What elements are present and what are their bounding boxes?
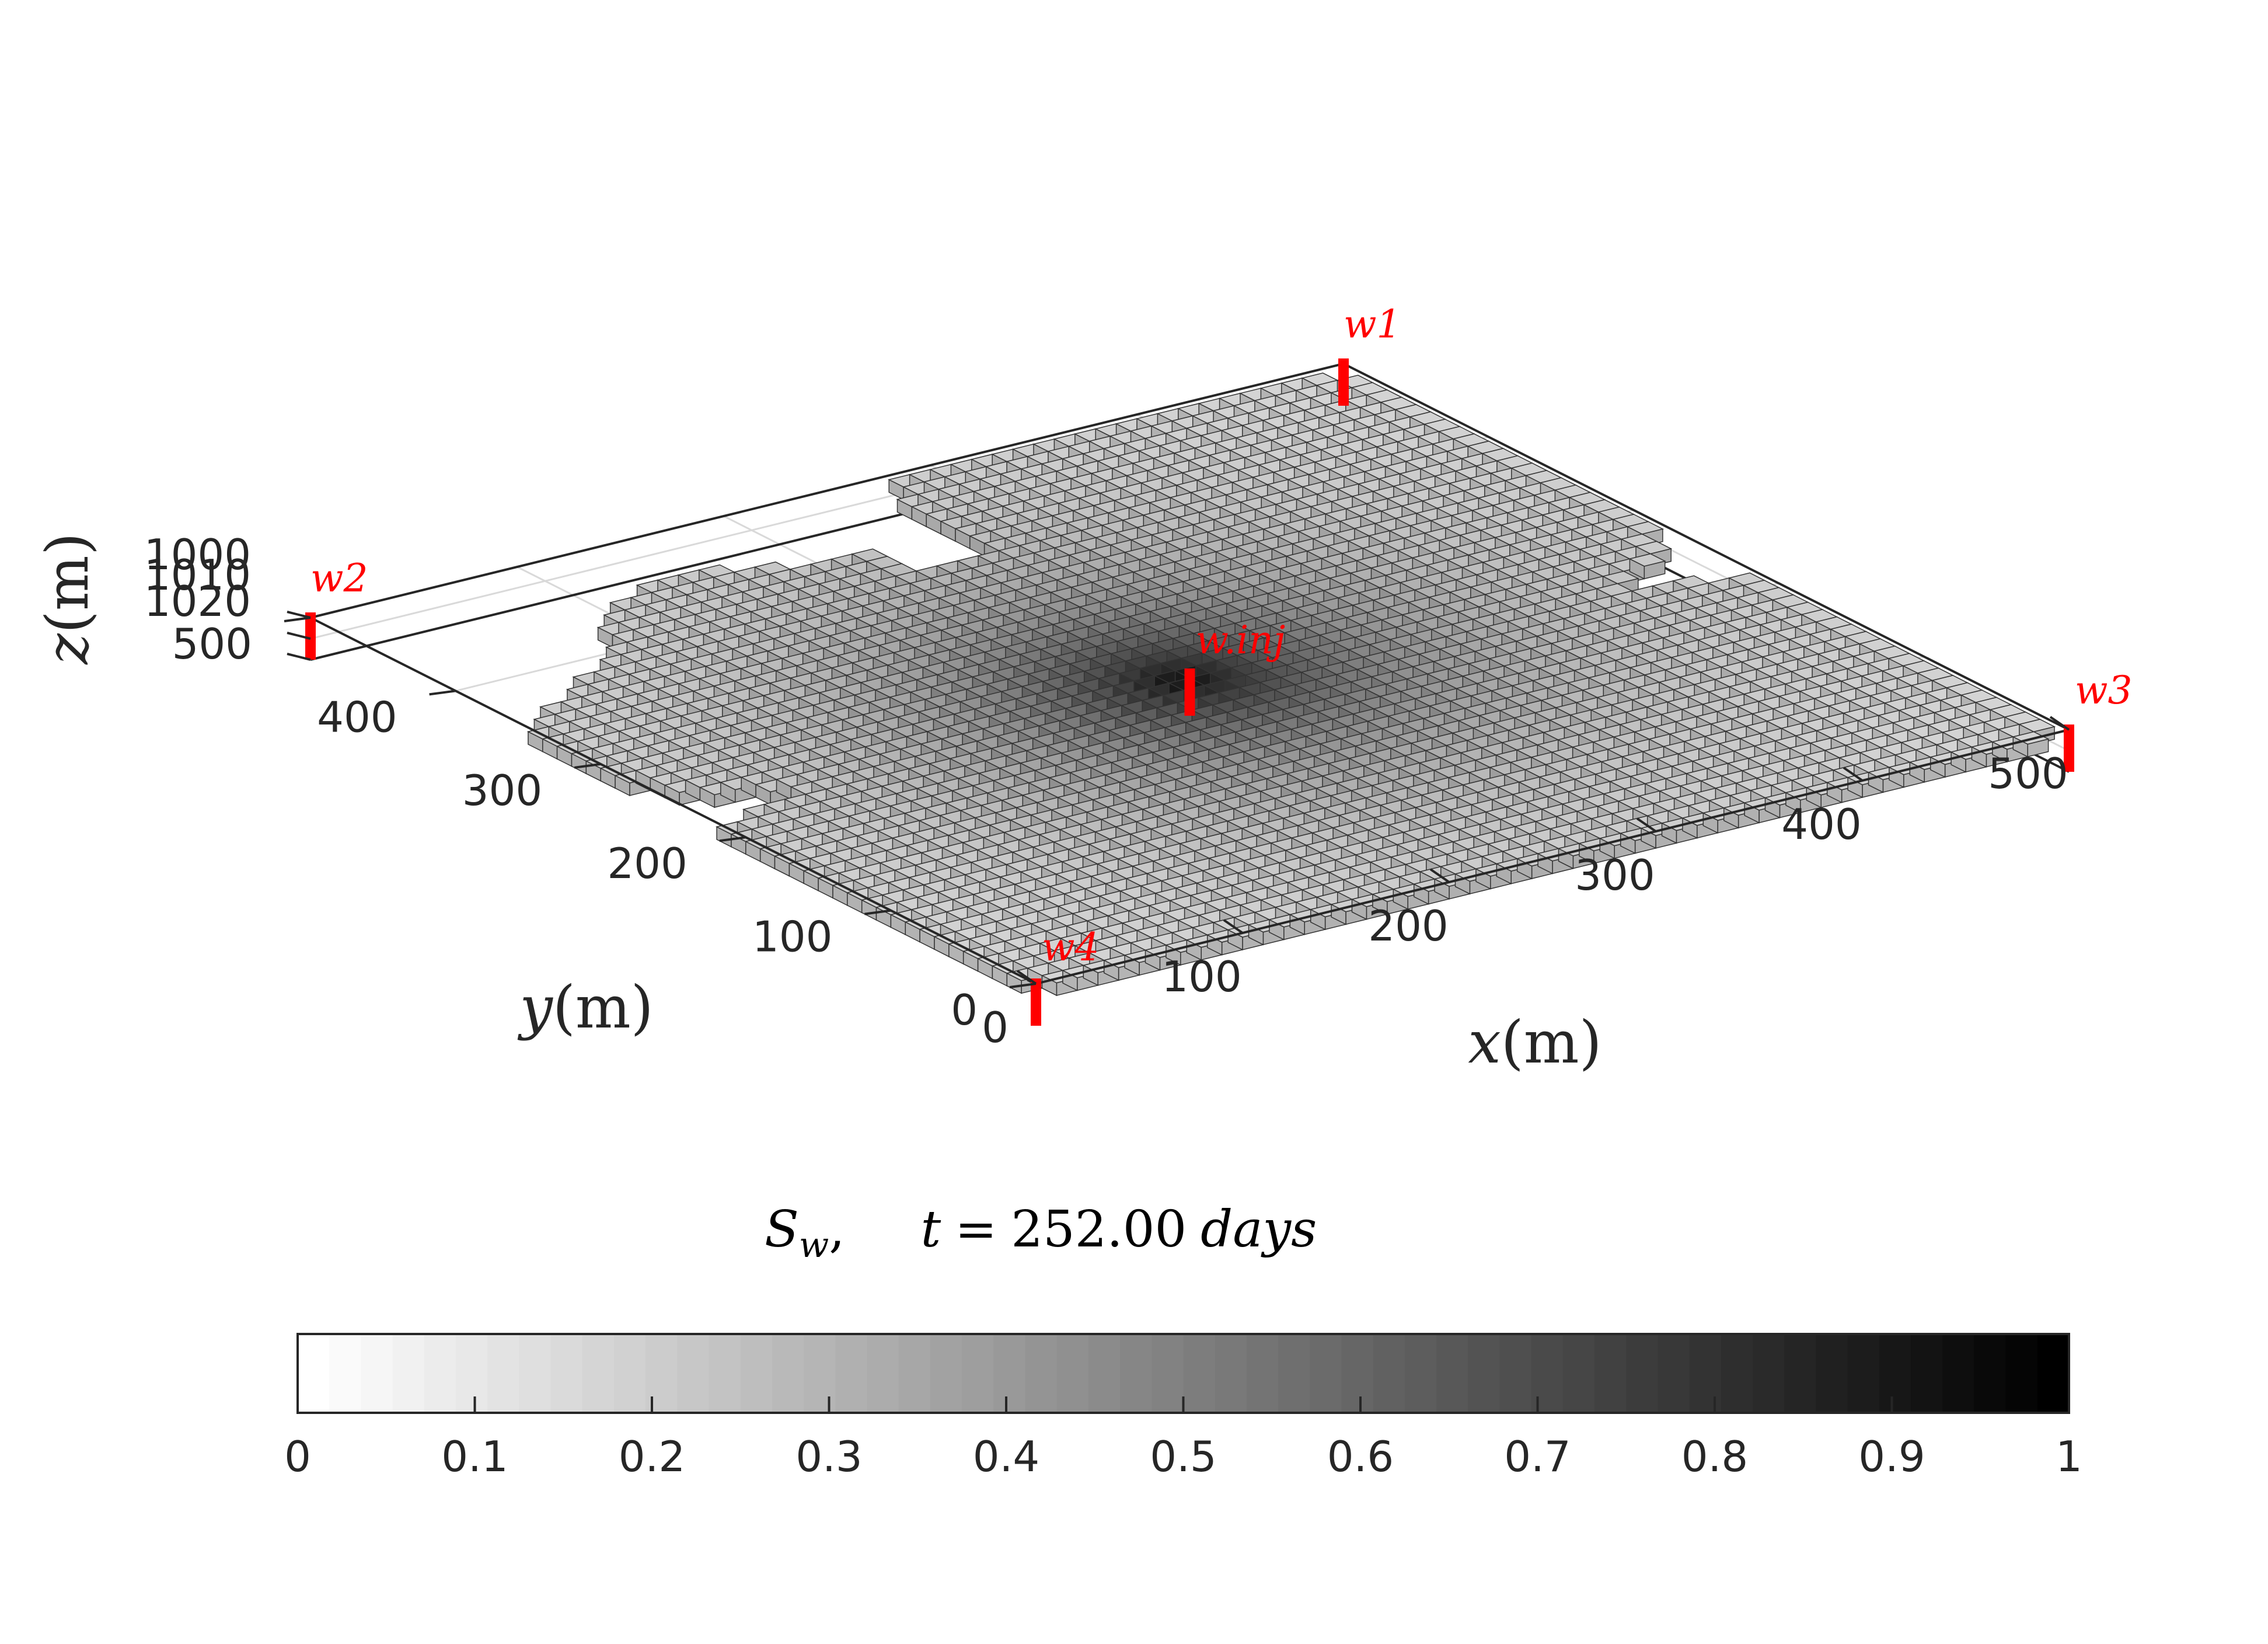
colorbar-swatch	[930, 1334, 963, 1413]
colorbar-swatch	[1911, 1334, 1943, 1413]
colorbar-swatch	[1120, 1334, 1153, 1413]
well-label: w4	[1042, 925, 1099, 970]
colorbar-swatch	[1816, 1334, 1848, 1413]
colorbar-swatch	[1056, 1334, 1089, 1413]
colorbar-tick-label: 0.6	[1327, 1432, 1394, 1481]
colorbar-tick-label: 0.2	[619, 1432, 686, 1481]
well-head	[1184, 668, 1195, 679]
saturation-cells	[526, 372, 2056, 997]
box-edge	[310, 363, 1344, 619]
colorbar-swatch	[550, 1334, 583, 1413]
well-label: w1	[1344, 302, 1401, 347]
y-tick	[429, 689, 456, 696]
colorbar-swatch	[835, 1334, 868, 1413]
colorbar-swatch	[2005, 1334, 2038, 1413]
well-head	[1338, 358, 1349, 369]
colorbar-swatch	[1531, 1334, 1564, 1413]
colorbar-swatch	[1246, 1334, 1279, 1413]
chart-title: Sw, t = 252.00 days	[765, 1200, 1317, 1266]
colorbar-swatch	[2037, 1334, 2070, 1413]
colorbar-swatch	[1721, 1334, 1754, 1413]
colorbar-tick-label: 0.1	[441, 1432, 508, 1481]
well-label: w3	[2075, 668, 2132, 713]
colorbar-tick-label: 0.3	[795, 1432, 863, 1481]
colorbar-swatch	[1942, 1334, 1975, 1413]
colorbar-swatch	[1152, 1334, 1184, 1413]
colorbar-swatch	[867, 1334, 899, 1413]
x-tick-label: 500	[1988, 749, 2068, 798]
z-tick-label: 1020	[144, 577, 251, 626]
y-tick-label: 0	[951, 985, 978, 1035]
colorbar-swatch	[1373, 1334, 1405, 1413]
colorbar-swatch	[1847, 1334, 1880, 1413]
colorbar-swatch	[1658, 1334, 1690, 1413]
x-axis-label: x(m)	[1468, 1008, 1601, 1077]
x-tick-label: 100	[1161, 952, 1241, 1001]
colorbar-tick-label: 0.7	[1504, 1432, 1571, 1481]
colorbar-swatch	[993, 1334, 1026, 1413]
colorbar-swatch	[1784, 1334, 1817, 1413]
colorbar-swatch	[1689, 1334, 1722, 1413]
colorbar-swatch	[772, 1334, 805, 1413]
grid-cell	[1628, 553, 1666, 580]
y-tick-label: 100	[752, 912, 832, 962]
y-tick-label: 500	[172, 619, 252, 668]
colorbar-swatch	[455, 1334, 489, 1413]
colorbar-swatch	[1278, 1334, 1311, 1413]
colorbar-swatch	[962, 1334, 995, 1413]
colorbar-swatch	[645, 1334, 678, 1413]
colorbar-swatch	[1974, 1334, 2007, 1413]
colorbar-tick-label: 0	[284, 1432, 311, 1481]
colorbar-swatch	[1753, 1334, 1785, 1413]
colorbar-swatch	[677, 1334, 710, 1413]
colorbar-swatch	[1183, 1334, 1216, 1413]
colorbar-swatch	[1499, 1334, 1532, 1413]
colorbar-tick-label: 1	[2056, 1432, 2082, 1481]
colorbar-swatch	[424, 1334, 456, 1413]
colorbar-swatch	[1310, 1334, 1342, 1413]
colorbar-swatch	[1468, 1334, 1501, 1413]
colorbar-swatch	[1879, 1334, 1912, 1413]
well-w2: w2	[305, 556, 368, 660]
colorbar-swatch	[1562, 1334, 1596, 1413]
colorbar-swatch	[1088, 1334, 1121, 1413]
colorbar-swatch	[392, 1334, 425, 1413]
x-tick-label: 0	[982, 1003, 1009, 1052]
colorbar-tick-label: 0.8	[1681, 1432, 1749, 1481]
colorbar-tick-label: 0.4	[973, 1432, 1040, 1481]
colorbar-tick-label: 0.5	[1150, 1432, 1217, 1481]
colorbar-swatch	[1436, 1334, 1469, 1413]
colorbar-tick-label: 0.9	[1858, 1432, 1925, 1481]
colorbar-swatch	[582, 1334, 615, 1413]
colorbar-swatch	[1215, 1334, 1247, 1413]
colorbar-swatch	[361, 1334, 393, 1413]
colorbar-swatch	[1341, 1334, 1374, 1413]
x-tick-label: 300	[1575, 851, 1655, 900]
well-label: w.inj	[1196, 618, 1286, 663]
colorbar-swatch	[709, 1334, 741, 1413]
colorbar-swatch	[1594, 1334, 1627, 1413]
colorbar-swatch	[898, 1334, 931, 1413]
y-tick-label: 300	[462, 766, 542, 815]
colorbar-swatch	[804, 1334, 836, 1413]
y-tick-label: 200	[607, 839, 687, 888]
x-tick-label: 200	[1368, 901, 1448, 950]
colorbar-swatch	[519, 1334, 552, 1413]
box-edge	[1343, 363, 2070, 731]
colorbar-swatch	[298, 1334, 330, 1413]
x-tick-label: 400	[1781, 800, 1861, 849]
z-axis-label: z(m)	[33, 532, 102, 665]
colorbar-swatch	[740, 1334, 773, 1413]
y-tick-label: 400	[317, 692, 397, 741]
colorbar-swatch	[329, 1334, 362, 1413]
well-w3: w3	[2064, 668, 2132, 772]
colorbar-swatch	[1025, 1334, 1058, 1413]
colorbar-swatch	[1404, 1334, 1437, 1413]
colorbar-swatch	[613, 1334, 647, 1413]
colorbar-swatch	[487, 1334, 520, 1413]
colorbar-swatch	[1626, 1334, 1659, 1413]
y-axis-label: y(m)	[517, 973, 653, 1042]
well-label: w2	[310, 556, 368, 601]
